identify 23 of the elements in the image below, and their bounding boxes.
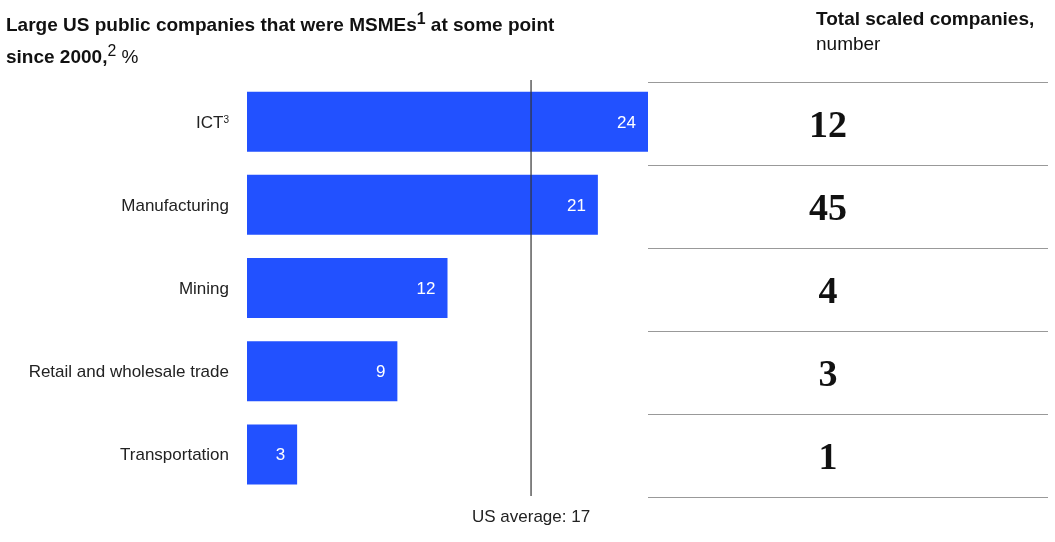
y-tick-label: Manufacturing [121, 195, 229, 215]
data-label: 4 [818, 268, 838, 312]
bar [247, 341, 398, 402]
y-tick-label: Retail and wholesale trade [28, 362, 229, 382]
data-label: 1 [818, 434, 838, 478]
chart-title: Large US public companies that were MSMEs$^{1}$ at some point since 2000,$^{2}$ % [6, 10, 555, 67]
data-label: 3 [275, 445, 286, 465]
data-label: 12 [416, 279, 436, 299]
data-label: 24 [617, 112, 636, 132]
data-label: 9 [375, 362, 386, 382]
bar [247, 174, 598, 235]
bar [247, 424, 298, 485]
data-label: 12 [809, 102, 847, 146]
y-tick-label: ICT$^{3}$ [196, 112, 230, 132]
data-label: 21 [566, 195, 586, 215]
y-tick-label: Mining [178, 279, 229, 298]
data-label: 45 [809, 185, 847, 229]
bar [247, 258, 448, 319]
data-label: 3 [818, 351, 838, 395]
bar [247, 91, 648, 152]
text: Total scaled companies, number [816, 8, 1035, 54]
ref-line-label: US average: 17 [471, 507, 591, 527]
y-tick-label: Transportation [120, 445, 229, 465]
